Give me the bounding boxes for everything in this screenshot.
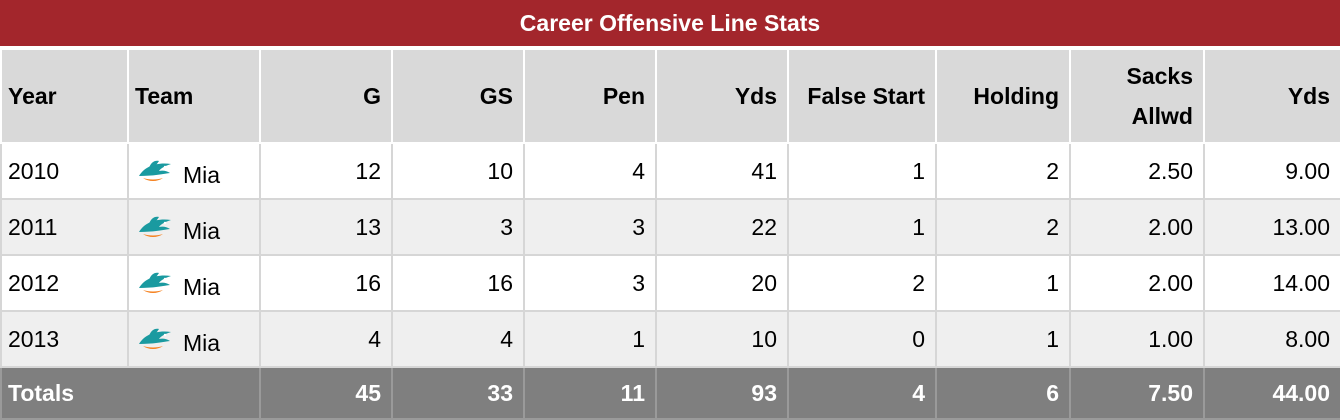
career-stats-table: Year Team G GS Pen Yds False Start Holdi… <box>0 48 1340 420</box>
cell-year: 2013 <box>0 310 129 368</box>
cell-games: 4 <box>259 310 393 368</box>
header-sacks-line1: Sacks <box>1126 63 1193 89</box>
cell-year: 2011 <box>0 198 129 256</box>
cell-games: 12 <box>259 142 393 200</box>
totals-sacks-allowed: 7.50 <box>1069 366 1205 420</box>
dolphins-logo-icon <box>139 216 171 237</box>
team-link[interactable]: Mia <box>135 313 249 365</box>
cell-penalties: 1 <box>523 310 657 368</box>
cell-sack-yards: 9.00 <box>1203 142 1340 200</box>
cell-penalty-yards: 20 <box>655 254 789 312</box>
cell-holding: 2 <box>935 142 1071 200</box>
cell-sacks-allowed: 2.50 <box>1069 142 1205 200</box>
cell-false-start: 2 <box>787 254 937 312</box>
totals-games-started: 33 <box>391 366 525 420</box>
header-team: Team <box>127 48 261 144</box>
totals-penalties: 11 <box>523 366 657 420</box>
cell-penalties: 3 <box>523 254 657 312</box>
team-name[interactable]: Mia <box>183 273 221 300</box>
cell-team[interactable]: Mia <box>127 254 261 312</box>
cell-year: 2010 <box>0 142 129 200</box>
table-title: Career Offensive Line Stats <box>0 0 1340 48</box>
cell-games: 13 <box>259 198 393 256</box>
cell-team[interactable]: Mia <box>127 198 261 256</box>
cell-games: 16 <box>259 254 393 312</box>
totals-holding: 6 <box>935 366 1071 420</box>
header-year: Year <box>0 48 129 144</box>
dolphins-logo-icon <box>139 160 171 181</box>
totals-sack-yards: 44.00 <box>1203 366 1340 420</box>
table-body: 2010 Mia 12 10 4 41 1 2 2.50 9.00 2011 <box>0 142 1340 368</box>
header-row: Year Team G GS Pen Yds False Start Holdi… <box>0 48 1340 144</box>
cell-year: 2012 <box>0 254 129 312</box>
table-row: 2013 Mia 4 4 1 10 0 1 1.00 8.00 <box>0 310 1340 368</box>
team-name[interactable]: Mia <box>183 217 221 244</box>
cell-false-start: 0 <box>787 310 937 368</box>
dolphins-logo-icon <box>139 328 171 349</box>
header-holding: Holding <box>935 48 1071 144</box>
cell-sacks-allowed: 2.00 <box>1069 198 1205 256</box>
totals-label: Totals <box>0 366 261 420</box>
cell-games-started: 4 <box>391 310 525 368</box>
cell-team[interactable]: Mia <box>127 310 261 368</box>
cell-penalty-yards: 41 <box>655 142 789 200</box>
cell-false-start: 1 <box>787 198 937 256</box>
cell-sacks-allowed: 2.00 <box>1069 254 1205 312</box>
header-games-started: GS <box>391 48 525 144</box>
cell-sack-yards: 14.00 <box>1203 254 1340 312</box>
cell-holding: 1 <box>935 310 1071 368</box>
totals-games: 45 <box>259 366 393 420</box>
table-row: 2011 Mia 13 3 3 22 1 2 2.00 13.00 <box>0 198 1340 256</box>
cell-holding: 1 <box>935 254 1071 312</box>
header-sack-yards: Yds <box>1203 48 1340 144</box>
cell-sack-yards: 13.00 <box>1203 198 1340 256</box>
team-link[interactable]: Mia <box>135 145 249 197</box>
team-name[interactable]: Mia <box>183 161 221 188</box>
header-penalties: Pen <box>523 48 657 144</box>
cell-team[interactable]: Mia <box>127 142 261 200</box>
team-link[interactable]: Mia <box>135 257 249 309</box>
totals-false-start: 4 <box>787 366 937 420</box>
cell-games-started: 10 <box>391 142 525 200</box>
cell-penalty-yards: 10 <box>655 310 789 368</box>
header-false-start: False Start <box>787 48 937 144</box>
team-link[interactable]: Mia <box>135 201 249 253</box>
header-sacks-line2: Allwd <box>1131 103 1193 129</box>
cell-false-start: 1 <box>787 142 937 200</box>
totals-row: Totals 45 33 11 93 4 6 7.50 44.00 <box>0 366 1340 420</box>
cell-penalties: 3 <box>523 198 657 256</box>
dolphins-logo-icon <box>139 272 171 293</box>
cell-penalties: 4 <box>523 142 657 200</box>
cell-sacks-allowed: 1.00 <box>1069 310 1205 368</box>
cell-sack-yards: 8.00 <box>1203 310 1340 368</box>
totals-penalty-yards: 93 <box>655 366 789 420</box>
cell-games-started: 3 <box>391 198 525 256</box>
table-row: 2012 Mia 16 16 3 20 2 1 2.00 14.00 <box>0 254 1340 312</box>
team-name[interactable]: Mia <box>183 329 221 356</box>
header-sacks-allowed: Sacks Allwd <box>1069 48 1205 144</box>
header-penalty-yards: Yds <box>655 48 789 144</box>
header-games: G <box>259 48 393 144</box>
cell-penalty-yards: 22 <box>655 198 789 256</box>
table-row: 2010 Mia 12 10 4 41 1 2 2.50 9.00 <box>0 142 1340 200</box>
cell-holding: 2 <box>935 198 1071 256</box>
cell-games-started: 16 <box>391 254 525 312</box>
